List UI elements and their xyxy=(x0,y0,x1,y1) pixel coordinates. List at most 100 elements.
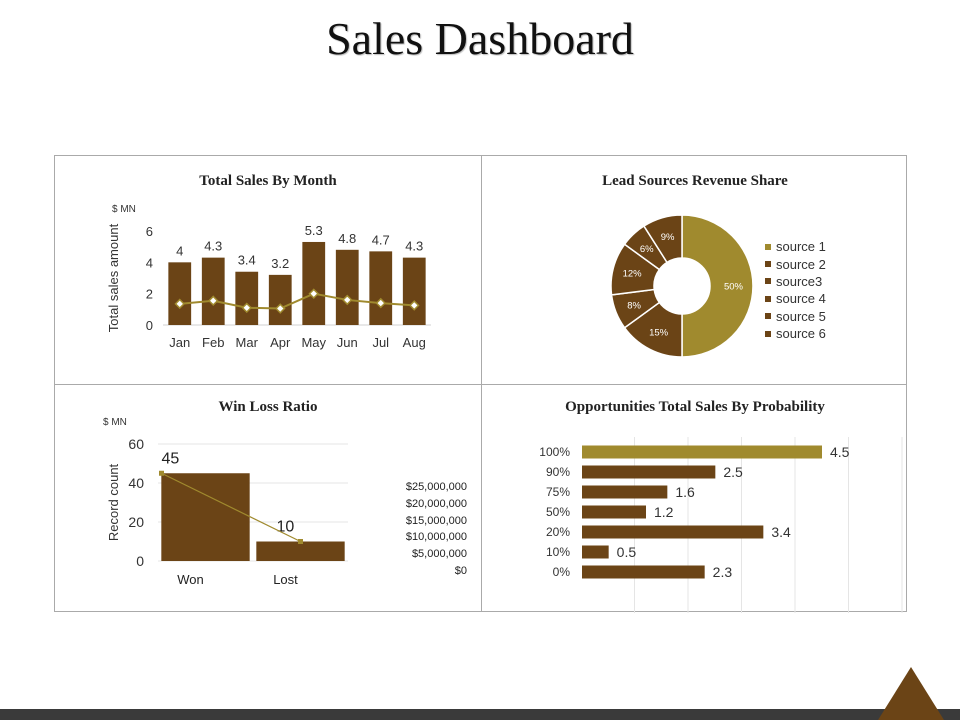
monthly-trend-marker xyxy=(274,303,286,314)
footer-bar xyxy=(0,709,960,720)
probability-bar xyxy=(582,485,668,499)
legend-label: source 1 xyxy=(776,239,826,255)
monthly-y-tick: 2 xyxy=(146,287,153,302)
legend-swatch xyxy=(765,278,771,285)
lead-sources-chart: 50% 15% 8% 12% 6% 9% xyxy=(610,214,754,358)
monthly-bar xyxy=(168,262,192,325)
monthly-x-tick: Jan xyxy=(169,335,190,350)
win-loss-marker xyxy=(298,539,303,544)
legend-swatch xyxy=(765,313,771,320)
monthly-x-tick: Mar xyxy=(236,335,259,350)
monthly-data-label: 5.3 xyxy=(305,223,323,238)
probability-y-tick: 50% xyxy=(546,505,570,519)
lead-source-slice-label: 9% xyxy=(661,232,675,243)
monthly-x-tick: Jun xyxy=(337,335,358,350)
corner-triangle-decoration xyxy=(878,667,944,720)
monthly-x-tick: Feb xyxy=(202,335,224,350)
monthly-data-label: 4 xyxy=(176,243,183,258)
dashboard-grid: Total Sales By Month $ MN Total sales amo… xyxy=(54,155,908,613)
lead-sources-panel: Lead Sources Revenue Share 50% 15% 8% 12% 6%… xyxy=(482,156,908,384)
monthly-x-tick: May xyxy=(301,335,326,350)
monthly-sales-chart: $ MN Total sales amount 0 2 4 6 4 Jan 4.3 Feb 3.4 M… xyxy=(106,204,431,350)
monthly-bar xyxy=(302,241,326,325)
lead-source-slice-label: 8% xyxy=(627,300,641,311)
opportunities-chart: 4.5 100% 2.5 90% 1.6 75% 1.2 50% 3.4 20% 0.5 10% 2.3… xyxy=(539,437,903,613)
legend-swatch xyxy=(765,243,771,250)
opportunities-title: Opportunities Total Sales By Probability xyxy=(565,399,825,415)
monthly-y-tick: 4 xyxy=(146,255,153,270)
win-loss-unit-label: $ MN xyxy=(103,417,127,428)
probability-bar xyxy=(582,465,716,479)
monthly-bar xyxy=(402,257,426,325)
probability-data-label: 4.5 xyxy=(830,444,850,460)
win-loss-panel: Win Loss Ratio $ MN Record count 0 20 40 60 45… xyxy=(55,385,481,613)
win-loss-y-tick: 0 xyxy=(136,553,144,569)
probability-data-label: 1.6 xyxy=(675,484,695,500)
probability-data-label: 1.2 xyxy=(654,504,674,520)
monthly-bar xyxy=(268,274,292,325)
legend-item: source 2 xyxy=(765,255,826,272)
monthly-x-tick: Jul xyxy=(372,335,389,350)
monthly-sales-title: Total Sales By Month xyxy=(199,173,337,189)
monthly-trend-marker xyxy=(207,295,219,307)
lead-source-slice-label: 12% xyxy=(623,269,643,280)
probability-data-label: 2.3 xyxy=(713,564,733,580)
legend-label: source 5 xyxy=(776,308,826,324)
grid-divider-vertical xyxy=(481,156,482,611)
monthly-trend-marker xyxy=(241,302,253,314)
probability-data-label: 2.5 xyxy=(723,464,743,480)
win-loss-title: Win Loss Ratio xyxy=(218,399,318,415)
monthly-trend-marker xyxy=(308,288,320,299)
probability-data-label: 3.4 xyxy=(771,524,791,540)
grid-divider-horizontal xyxy=(55,384,906,385)
win-loss-y-tick: 20 xyxy=(128,514,144,530)
page-title: Sales Dashboard xyxy=(326,13,634,64)
win-loss-y-axis-label: Record count xyxy=(106,463,121,541)
legend-swatch xyxy=(765,330,771,337)
monthly-y-axis-label: Total sales amount xyxy=(106,223,121,332)
secondary-axis-tick: $15,000,000 xyxy=(405,514,467,527)
legend-label: source3 xyxy=(776,273,823,289)
legend-label: source 6 xyxy=(776,326,826,342)
lead-source-slice-label: 15% xyxy=(649,327,669,338)
win-loss-data-label: 45 xyxy=(162,450,180,467)
monthly-data-label: 4.3 xyxy=(204,239,222,254)
legend-swatch xyxy=(765,261,771,268)
legend-swatch xyxy=(765,295,771,302)
monthly-trend-marker xyxy=(375,297,387,309)
probability-bar xyxy=(582,445,822,459)
win-loss-secondary-axis: $25,000,000 $20,000,000 $15,000,000 $10,000… xyxy=(377,481,467,582)
monthly-trend-line xyxy=(179,292,415,310)
probability-bar xyxy=(582,545,609,559)
lead-source-slice-label: 50% xyxy=(724,282,744,293)
win-loss-connector-line xyxy=(161,472,301,543)
legend-item: source 5 xyxy=(765,308,826,325)
monthly-trend-marker xyxy=(408,300,420,311)
lead-sources-title: Lead Sources Revenue Share xyxy=(602,173,788,189)
monthly-y-tick: 6 xyxy=(146,224,153,239)
monthly-bar xyxy=(235,271,259,325)
probability-bar xyxy=(582,525,764,539)
secondary-axis-tick: $5,000,000 xyxy=(411,548,467,561)
win-loss-x-tick: Won xyxy=(177,572,204,587)
opportunities-panel: Opportunities Total Sales By Probability… xyxy=(482,385,908,613)
lead-source-slice xyxy=(681,214,754,358)
monthly-unit-label: $ MN xyxy=(112,204,136,215)
lead-sources-legend: source 1 source 2 source3 source 4 source 5 s… xyxy=(765,238,826,342)
probability-bar xyxy=(582,505,646,519)
monthly-sales-panel: Total Sales By Month $ MN Total sales amo… xyxy=(55,156,481,384)
win-loss-data-label: 10 xyxy=(277,519,295,536)
monthly-data-label: 4.8 xyxy=(338,231,356,246)
monthly-data-label: 4.3 xyxy=(405,239,423,254)
monthly-data-label: 3.2 xyxy=(271,256,289,271)
probability-y-tick: 10% xyxy=(546,545,570,559)
secondary-axis-tick: $25,000,000 xyxy=(405,481,467,493)
legend-item: source 1 xyxy=(765,238,826,255)
legend-label: source 4 xyxy=(776,291,826,307)
legend-item: source3 xyxy=(765,273,826,290)
win-loss-x-tick: Lost xyxy=(273,572,298,587)
win-loss-y-tick: 40 xyxy=(128,475,144,491)
monthly-bar xyxy=(335,249,359,325)
lead-source-slice xyxy=(642,214,683,264)
monthly-trend-marker xyxy=(174,298,186,310)
